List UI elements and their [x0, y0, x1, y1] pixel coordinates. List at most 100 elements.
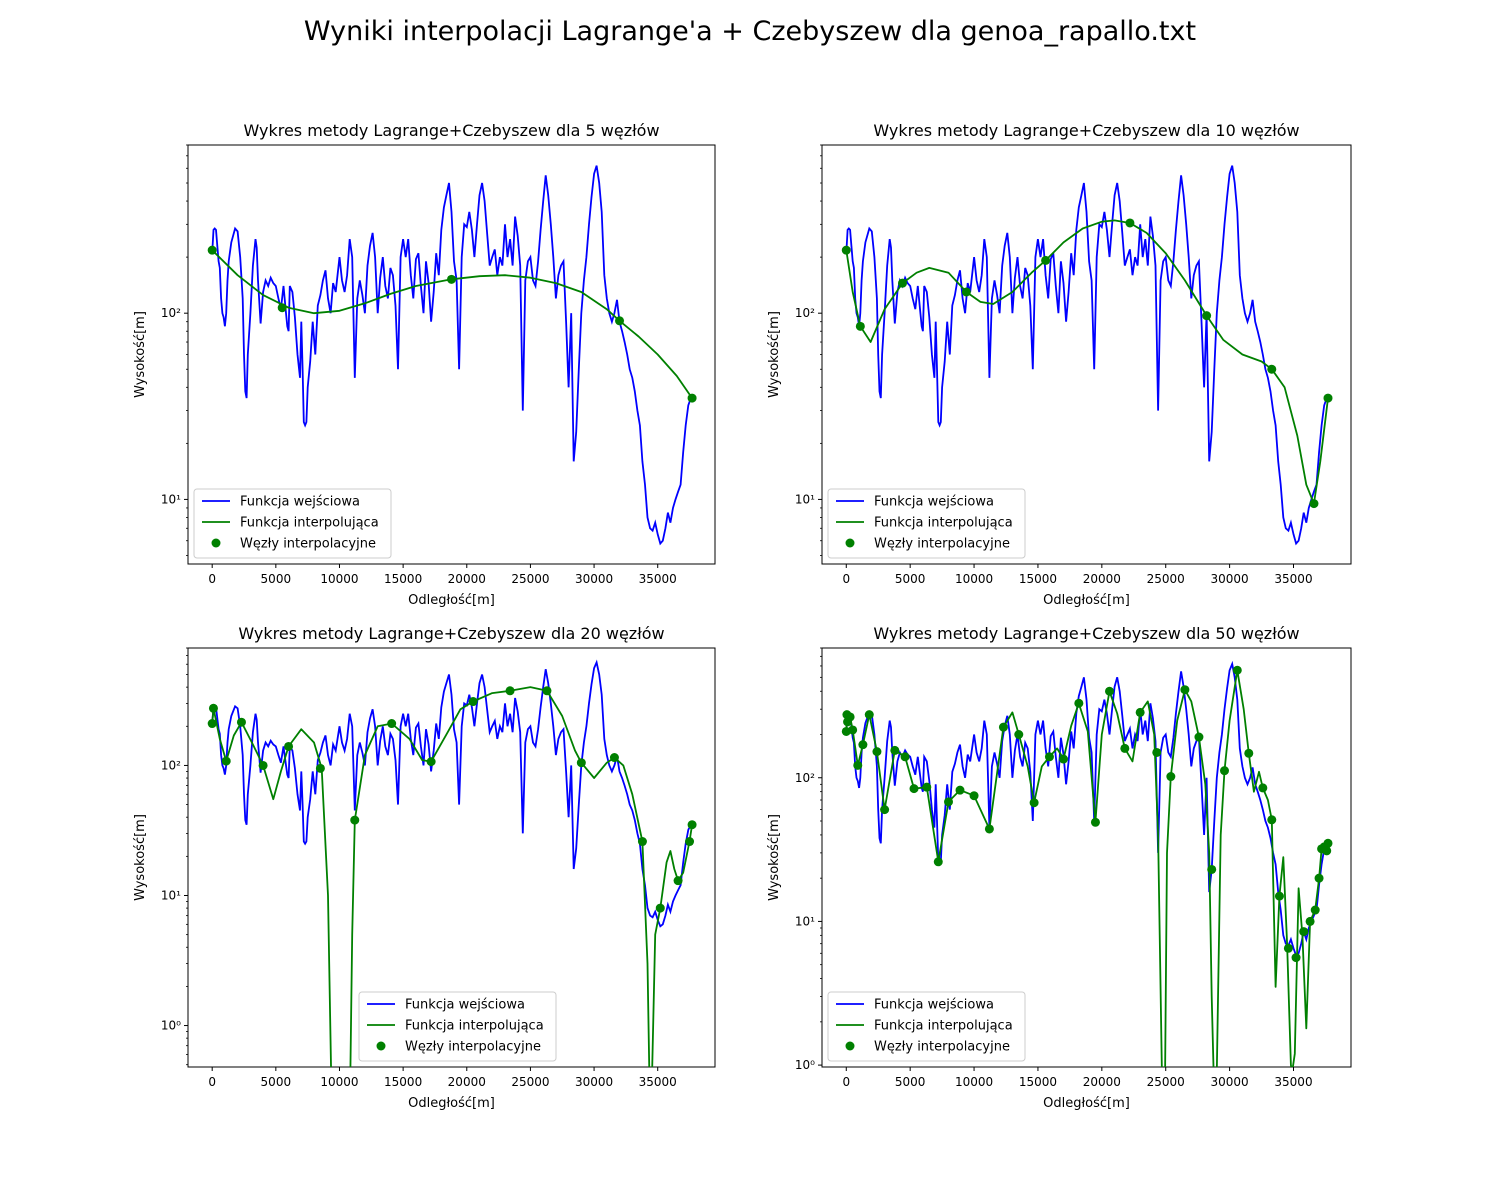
x-tick-label: 0 [842, 1075, 850, 1089]
interp-node-point [961, 287, 971, 297]
legend-box [827, 488, 1026, 559]
interp-node-point [426, 757, 436, 767]
interp-node-point [1105, 686, 1114, 696]
legend-interp-label: Funkcja interpolująca [874, 1019, 1013, 1034]
legend-input-label: Funkcja wejściowa [240, 495, 360, 510]
subplot-title: Wykres metody Lagrange+Czebyszew dla 20 … [238, 624, 664, 643]
interp-node-point [858, 740, 868, 750]
legend-box [193, 488, 392, 559]
interp-node-point [864, 710, 874, 720]
subplot-title: Wykres metody Lagrange+Czebyszew dla 5 w… [243, 121, 659, 140]
interp-node-point [685, 837, 695, 847]
interp-node-point [637, 837, 647, 847]
series-input-line [211, 165, 693, 546]
y-axis-label: Wysokość[m] [767, 814, 782, 901]
x-tick-label: 35000 [1274, 572, 1312, 586]
series-interp-line [845, 219, 1329, 505]
x-tick-label: 20000 [1083, 1075, 1121, 1089]
subplot-4: Wykres metody Lagrange+Czebyszew dla 50 … [767, 624, 1352, 1111]
legend-nodes-swatch [211, 538, 221, 548]
legend: Funkcja wejściowa Funkcja interpolująca Wę… [358, 991, 557, 1062]
interp-node-point [277, 303, 287, 313]
interp-node-point [898, 278, 907, 288]
series-input-line [211, 659, 693, 928]
interp-node-point [1274, 891, 1284, 901]
legend-input-label: Funkcja wejściowa [405, 998, 525, 1013]
x-tick-label: 30000 [1211, 1075, 1249, 1089]
legend-input-label: Funkcja wejściowa [874, 495, 994, 510]
series-interp-line [211, 249, 693, 399]
interp-node-point [1291, 953, 1301, 963]
interp-node-point [236, 717, 246, 727]
interp-node-point [1244, 748, 1254, 758]
x-axis-label: Odległość[m] [1043, 593, 1130, 608]
interp-node-point [315, 763, 325, 773]
legend-interp-label: Funkcja interpolująca [405, 1019, 544, 1034]
subplot-3: Wykres metody Lagrange+Czebyszew dla 20 … [133, 624, 716, 1111]
interp-node-point [1323, 838, 1333, 848]
interp-node-point [890, 745, 900, 755]
x-tick-label: 15000 [1019, 572, 1057, 586]
legend: Funkcja wejściowa Funkcja interpolująca Wę… [827, 488, 1026, 559]
interp-node-point [1029, 798, 1039, 808]
interp-node-point [576, 758, 586, 768]
x-tick-label: 30000 [575, 1075, 613, 1089]
interp-node-point [1041, 255, 1051, 265]
interp-node-point [1180, 685, 1190, 695]
legend-nodes-swatch [376, 1041, 386, 1051]
interp-node-point [258, 760, 268, 770]
y-tick-label: 10¹ [161, 492, 181, 506]
x-tick-label: 25000 [511, 572, 549, 586]
interp-node-point [505, 686, 515, 696]
x-tick-label: 25000 [1147, 1075, 1185, 1089]
interp-node-point [1220, 766, 1229, 776]
interp-node-point [1202, 311, 1212, 321]
x-axis-label: Odległość[m] [1043, 1096, 1130, 1111]
x-tick-label: 0 [208, 572, 216, 586]
interp-node-point [1152, 747, 1162, 757]
x-tick-label: 10000 [320, 1075, 358, 1089]
interp-node-point [221, 756, 231, 766]
interp-node-point [984, 824, 994, 834]
x-tick-label: 10000 [955, 572, 993, 586]
interp-node-point [998, 722, 1008, 732]
interp-node-point [1090, 817, 1100, 827]
interp-node-point [933, 857, 943, 867]
x-axis-label: Odległość[m] [408, 1096, 495, 1111]
interp-node-point [841, 245, 851, 255]
legend-nodes-label: Węzły interpolacyjne [240, 537, 376, 552]
x-tick-label: 15000 [1019, 1075, 1057, 1089]
interp-node-point [1299, 927, 1309, 937]
x-tick-label: 20000 [1083, 572, 1121, 586]
interp-node-point [1120, 743, 1130, 753]
interp-node-point [848, 725, 858, 735]
interp-node-point [673, 876, 683, 886]
x-tick-label: 35000 [639, 1075, 677, 1089]
interp-node-point [853, 760, 863, 770]
interp-node-point [1310, 905, 1320, 915]
interp-node-point [1305, 916, 1315, 926]
subplot-title: Wykres metody Lagrange+Czebyszew dla 50 … [873, 624, 1299, 643]
legend-box [827, 991, 1026, 1062]
x-tick-label: 10000 [320, 572, 358, 586]
series-input-line [845, 165, 1328, 546]
y-axis-label: Wysokość[m] [133, 814, 148, 901]
x-tick-label: 5000 [261, 572, 292, 586]
interp-node-point [468, 697, 478, 707]
interp-node-point [944, 797, 953, 807]
interp-node-point [909, 784, 919, 794]
interp-node-point [845, 712, 855, 722]
interp-node-point [1309, 499, 1319, 509]
legend: Funkcja wejściowa Funkcja interpolująca Wę… [827, 991, 1026, 1062]
interp-node-point [1283, 943, 1293, 953]
legend-nodes-label: Węzły interpolacyjne [874, 537, 1010, 552]
x-tick-label: 35000 [639, 572, 677, 586]
x-tick-label: 25000 [511, 1075, 549, 1089]
x-tick-label: 5000 [261, 1075, 292, 1089]
interp-node-point [207, 719, 217, 729]
interp-node-point [922, 782, 932, 792]
y-axis-label: Wysokość[m] [133, 311, 148, 398]
interp-node-point [615, 316, 625, 326]
series-interp-line [845, 669, 1329, 1067]
interp-node-point [1322, 846, 1332, 856]
